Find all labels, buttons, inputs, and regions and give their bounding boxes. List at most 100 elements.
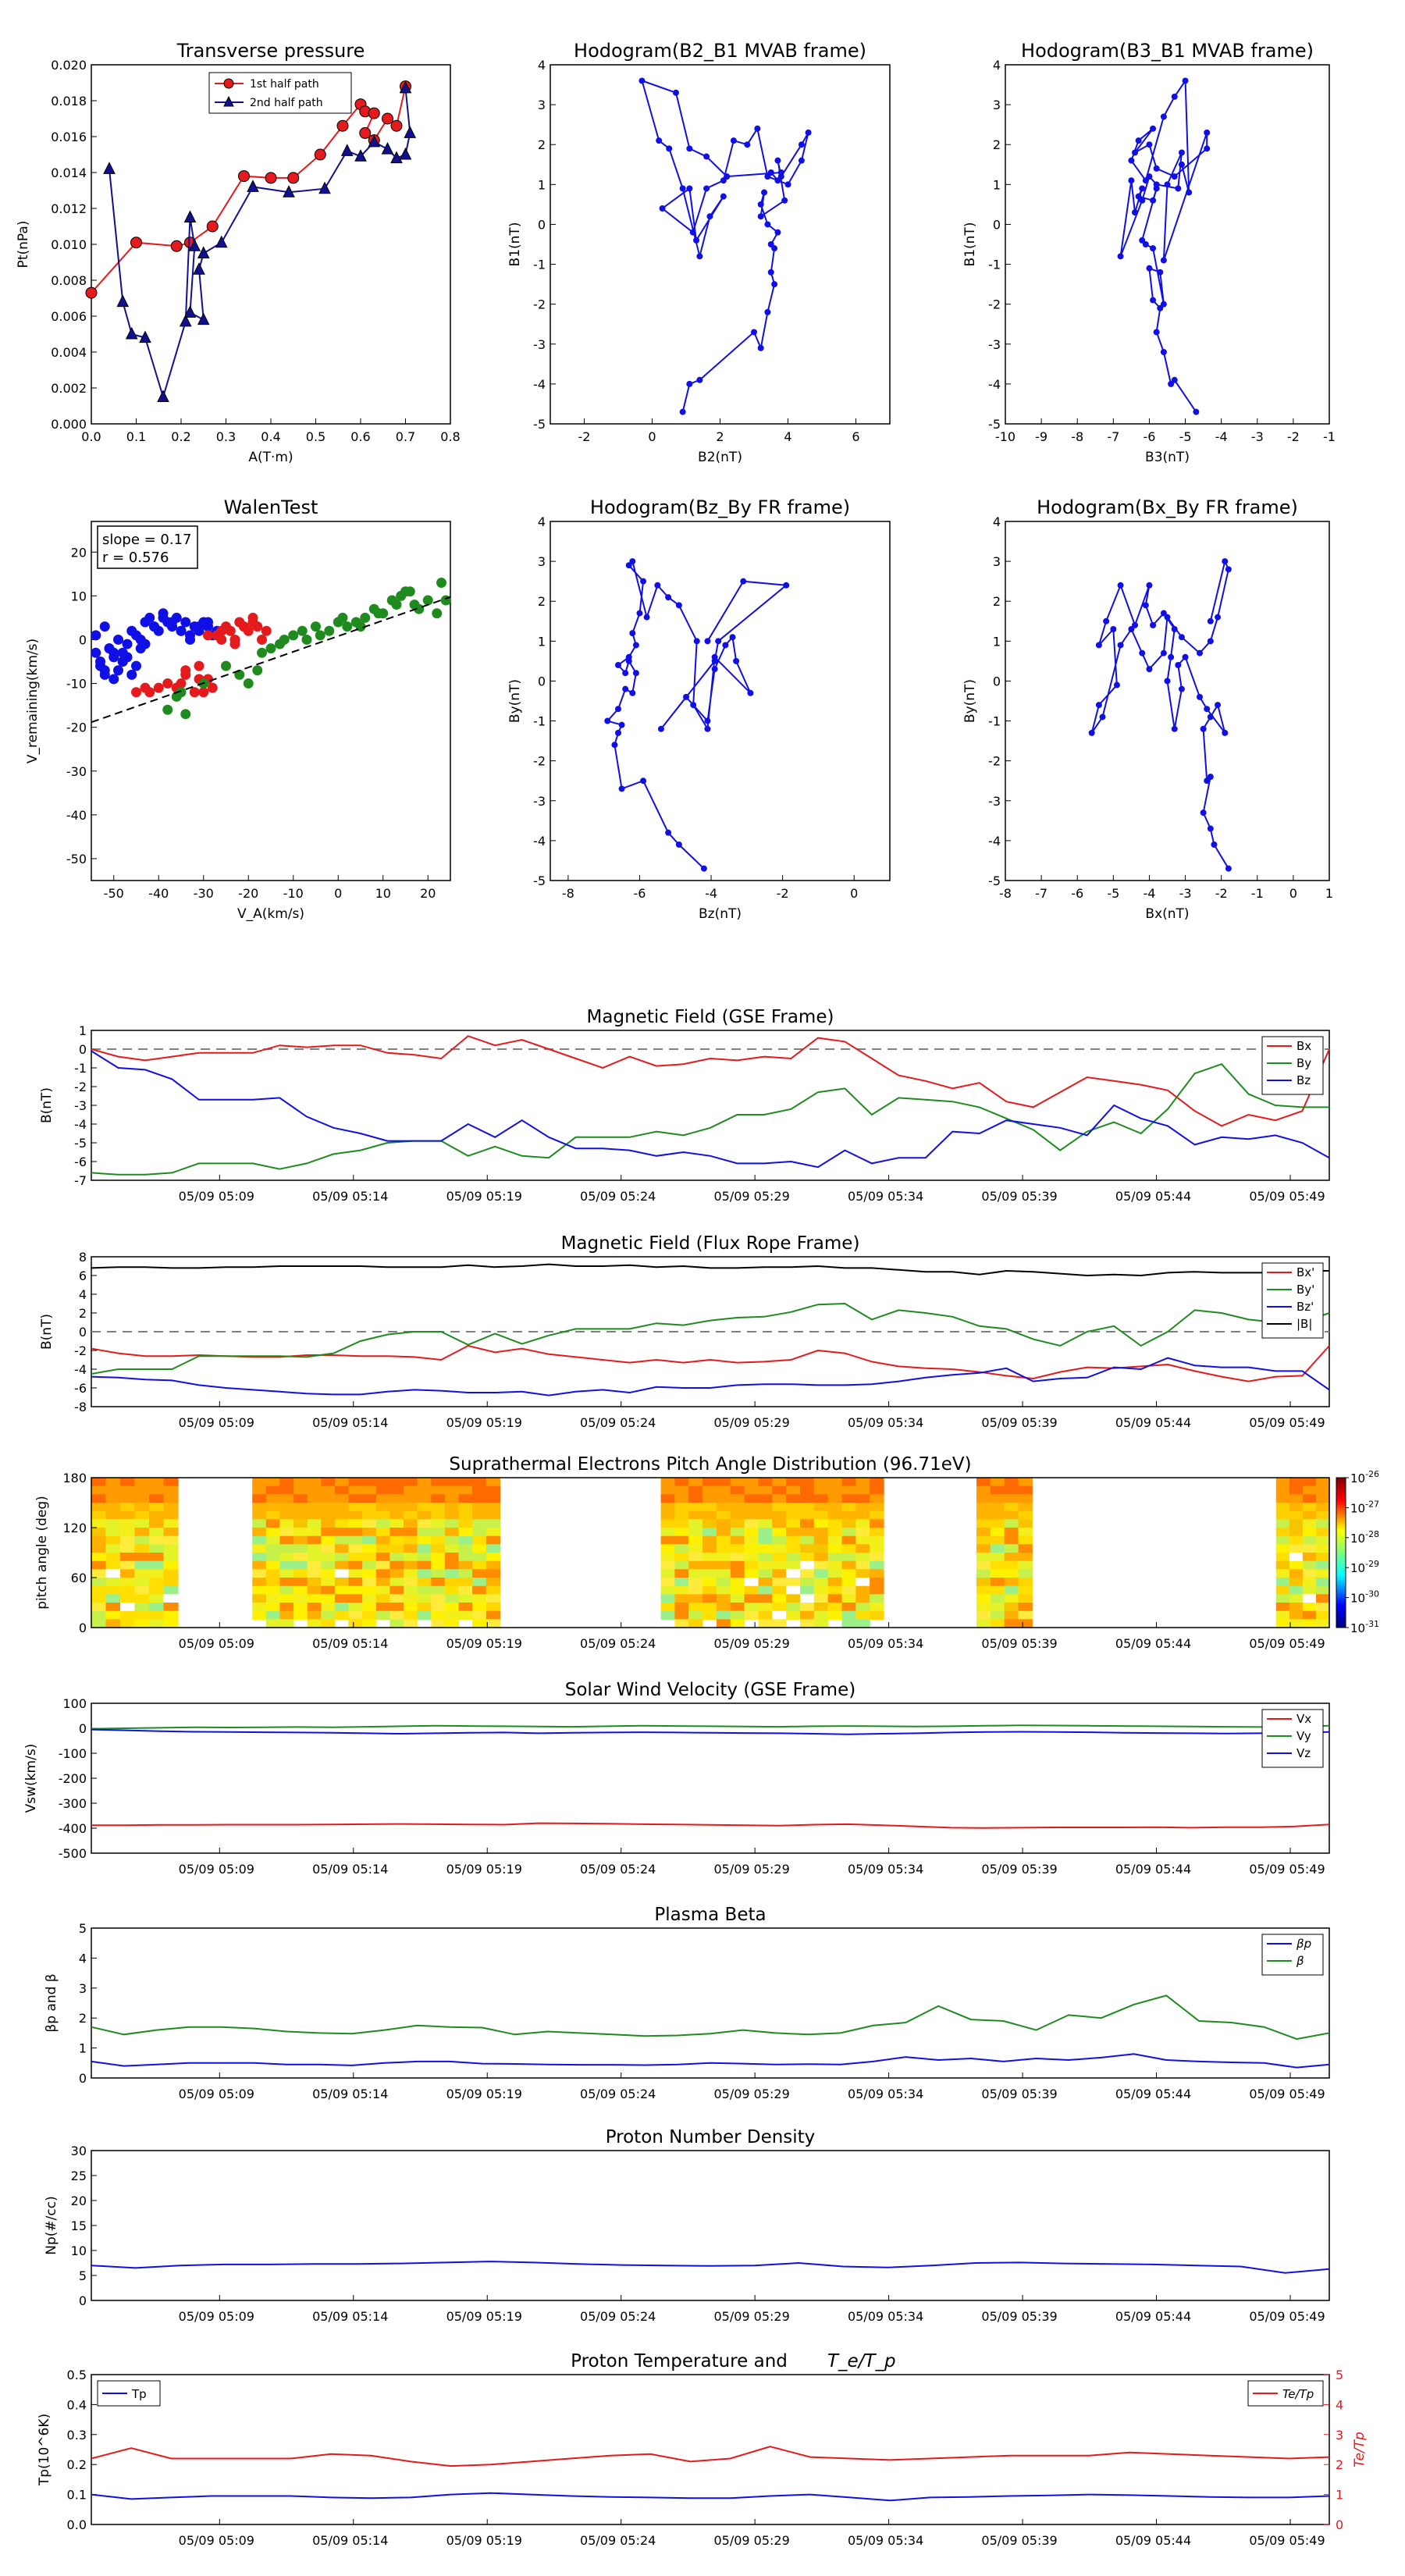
heatmap-cell [334, 1569, 350, 1578]
heatmap-cell [375, 1553, 390, 1562]
time-tick-label: 05/09 05:34 [848, 2087, 923, 2101]
x-axis-label: A(T·m) [248, 450, 293, 465]
time-tick-label: 05/09 05:19 [446, 2087, 522, 2101]
heatmap-cell [279, 1569, 294, 1578]
heatmap-cell [362, 1560, 377, 1570]
heatmap-cell [334, 1544, 350, 1553]
right-y-tick-label: 4 [1336, 2397, 1343, 2412]
heatmap-cell [265, 1478, 280, 1487]
heatmap-cell [744, 1535, 759, 1545]
heatmap-cell [730, 1485, 745, 1495]
heatmap-cell [758, 1619, 773, 1628]
time-tick-label: 05/09 05:29 [713, 2309, 789, 2324]
y-tick-label: 3 [993, 98, 1001, 112]
heatmap-cell [976, 1510, 991, 1520]
legend-label: Tp [131, 2387, 147, 2401]
heatmap-cell [786, 1553, 801, 1562]
heatmap-cell [772, 1519, 787, 1528]
time-tick-label: 05/09 05:19 [446, 1862, 522, 1877]
heatmap-cell [841, 1610, 856, 1620]
heatmap-cell [744, 1503, 759, 1512]
x-tick-label: -4 [1143, 886, 1155, 901]
heatmap-cell [1316, 1603, 1330, 1612]
data-point [1157, 269, 1164, 276]
x-tick-label: -4 [1215, 429, 1228, 444]
data-point [130, 237, 142, 249]
data-point [1207, 617, 1214, 624]
heatmap-cell [120, 1569, 136, 1578]
panel-h2: Hodogram(B3_B1 MVAB frame)-5-4-3-2-10123… [962, 40, 1336, 465]
heatmap-cell [730, 1585, 745, 1595]
heatmap-cell [134, 1560, 150, 1570]
time-tick-label: 05/09 05:14 [312, 1415, 388, 1430]
data-point [730, 137, 737, 144]
heatmap-cell [348, 1485, 363, 1495]
heatmap-cell [1004, 1585, 1019, 1595]
heatmap-cell [134, 1619, 150, 1628]
y-tick-label: 25 [71, 2169, 87, 2183]
heatmap-cell [252, 1569, 267, 1578]
colorbar-exponent: -31 [1365, 1619, 1379, 1629]
heatmap-cell [134, 1553, 150, 1562]
heatmap-cell [758, 1553, 773, 1562]
legend-label: |B| [1297, 1317, 1312, 1331]
heatmap-cell [841, 1544, 856, 1553]
heatmap-cell [321, 1594, 336, 1603]
data-point [1139, 649, 1146, 656]
heatmap-cell [163, 1603, 179, 1612]
heatmap-cell [716, 1619, 731, 1628]
heatmap-cell [976, 1553, 991, 1562]
heatmap-cell [163, 1485, 179, 1495]
y-tick-label: 2 [993, 594, 1001, 609]
panel-tp: Transverse pressure 0.000 0.002 0.004 0.006 0… [16, 40, 461, 465]
heatmap-cell [1316, 1478, 1330, 1487]
time-tick-label: 05/09 05:24 [580, 2087, 656, 2101]
scatter-point [144, 687, 155, 698]
heatmap-cell [417, 1519, 432, 1528]
heatmap-cell [800, 1619, 815, 1628]
y-tick-label: 1 [538, 177, 546, 192]
y-tick-label: -20 [66, 720, 87, 735]
legend-label: βp [1296, 1937, 1311, 1951]
right-y-tick-label: 3 [1336, 2428, 1343, 2443]
heatmap-cell [1004, 1494, 1019, 1503]
x-tick-label: -40 [148, 886, 169, 901]
heatmap-cell [444, 1569, 460, 1578]
heatmap-cell [744, 1603, 759, 1612]
heatmap-cell [1302, 1603, 1317, 1612]
y-tick-label: 2 [993, 137, 1001, 152]
heatmap-cell [293, 1610, 308, 1620]
heatmap-cell [1004, 1485, 1019, 1495]
scatter-point [180, 617, 191, 628]
heatmap-cell [265, 1544, 280, 1553]
data-point [139, 330, 151, 343]
x-tick-label: -2 [1215, 886, 1228, 901]
heatmap-cell [334, 1494, 350, 1503]
legend-label: Bx' [1297, 1265, 1314, 1279]
heatmap-cell [827, 1485, 843, 1495]
heatmap-cell [444, 1544, 460, 1553]
heatmap-cell [389, 1528, 404, 1537]
heatmap-cell [1275, 1569, 1290, 1578]
heatmap-cell [307, 1510, 322, 1520]
heatmap-cell [389, 1503, 404, 1512]
heatmap-cell [293, 1569, 308, 1578]
heatmap-cell [1316, 1503, 1330, 1512]
chart-title: Transverse pressure [176, 40, 365, 62]
heatmap-cell [120, 1478, 136, 1487]
y-tick-label: 0.2 [67, 2457, 87, 2472]
heatmap-cell [444, 1528, 460, 1537]
heatmap-cell [389, 1494, 404, 1503]
heatmap-cell [716, 1544, 731, 1553]
heatmap-cell [120, 1519, 136, 1528]
scatter-point [342, 621, 353, 632]
heatmap-cell [334, 1603, 350, 1612]
heatmap-cell [149, 1569, 165, 1578]
scatter-point [117, 656, 128, 667]
heatmap-cell [660, 1494, 675, 1503]
heatmap-cell [458, 1510, 473, 1520]
heatmap-cell [279, 1553, 294, 1562]
heatmap-cell [279, 1585, 294, 1595]
heatmap-cell [417, 1610, 432, 1620]
colorbar-mantissa: 10 [1350, 1501, 1365, 1515]
